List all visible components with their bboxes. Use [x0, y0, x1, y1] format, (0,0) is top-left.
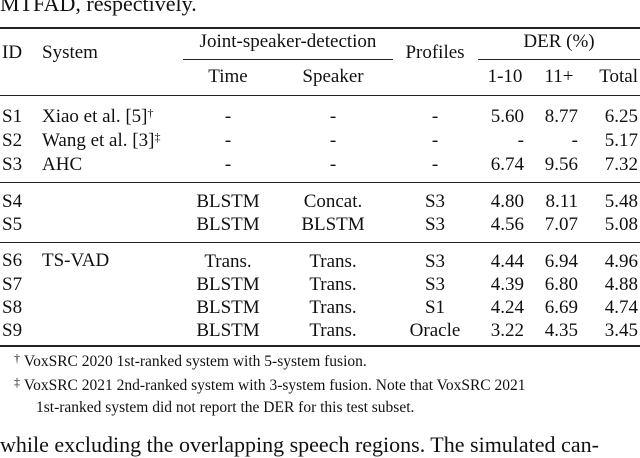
row-id: S9 — [2, 320, 23, 341]
row-time: BLSTM — [196, 297, 260, 318]
row-profiles: - — [431, 130, 439, 151]
caption-tail: MTFAD, respectively. — [0, 0, 197, 16]
footnote-continuation: 1st-ranked system did not report the DER… — [36, 399, 415, 416]
row-id: S8 — [2, 297, 23, 318]
row-der-11plus: 6.80 — [544, 274, 578, 295]
double-dagger-mark: ‡ — [154, 130, 161, 144]
row-id: S4 — [2, 191, 23, 212]
row-id: S2 — [2, 130, 23, 151]
row-der-1-10: 4.24 — [490, 297, 524, 318]
header-speaker: Speaker — [302, 66, 364, 87]
row-der-1-10: 6.74 — [490, 154, 524, 175]
row-speaker: Trans. — [309, 297, 357, 318]
row-der-11plus: 8.77 — [544, 106, 578, 127]
row-der-1-10: 5.60 — [490, 106, 524, 127]
header-profiles: Profiles — [405, 42, 465, 63]
row-profiles: S1 — [424, 297, 446, 318]
body-text-tail: while excluding the overlapping speech r… — [0, 432, 599, 457]
top-rule — [0, 27, 640, 29]
row-der-1-10: 3.22 — [490, 320, 524, 341]
row-system: Xiao et al. [5]† — [42, 106, 154, 127]
row-id: S6 — [2, 250, 23, 271]
row-system: AHC — [42, 154, 83, 175]
row-speaker: Trans. — [309, 320, 357, 341]
row-time: BLSTM — [196, 274, 260, 295]
row-speaker: - — [329, 130, 337, 151]
group1-rule — [0, 182, 640, 183]
row-speaker: Trans. — [309, 274, 357, 295]
row-der-1-10: 4.44 — [490, 251, 524, 272]
header-id: ID — [2, 42, 23, 63]
row-total: 7.32 — [604, 154, 638, 175]
footnote: † VoxSRC 2020 1st-ranked system with 5-s… — [14, 351, 367, 370]
row-der-1-10: 4.56 — [490, 214, 524, 235]
row-der-1-10: 4.80 — [490, 191, 524, 212]
row-time: - — [224, 106, 232, 127]
row-profiles: S3 — [424, 214, 446, 235]
header-system: System — [42, 42, 98, 63]
row-speaker: Concat. — [303, 191, 363, 212]
row-time: Trans. — [204, 251, 252, 272]
row-der-11plus: 6.94 — [544, 251, 578, 272]
row-total: 5.17 — [604, 130, 638, 151]
row-id: S5 — [2, 214, 23, 235]
header-joint: Joint-speaker-detection — [199, 31, 377, 52]
row-total: 4.96 — [604, 251, 638, 272]
row-time: BLSTM — [196, 191, 260, 212]
row-time: - — [224, 154, 232, 175]
row-der-1-10: - — [517, 130, 524, 151]
row-id: S7 — [2, 274, 23, 295]
header-der-1-10: 1-10 — [487, 66, 523, 87]
row-profiles: - — [431, 106, 439, 127]
row-total: 5.08 — [604, 214, 638, 235]
row-profiles: S3 — [424, 251, 446, 272]
row-profiles: S3 — [424, 274, 446, 295]
bottom-rule — [0, 345, 640, 347]
row-total: 5.48 — [604, 191, 638, 212]
joint-underline — [183, 59, 393, 60]
header-der: DER (%) — [523, 31, 595, 52]
dagger-mark: † — [147, 106, 154, 120]
row-speaker: - — [329, 106, 337, 127]
row-speaker: - — [329, 154, 337, 175]
der-underline — [478, 59, 640, 60]
dagger-mark: † — [14, 351, 20, 365]
double-dagger-mark: ‡ — [14, 375, 20, 389]
row-system: TS-VAD — [42, 250, 110, 271]
row-system: Wang et al. [3]‡ — [42, 130, 161, 151]
row-der-11plus: 6.69 — [544, 297, 578, 318]
row-der-11plus: - — [571, 130, 578, 151]
header-total: Total — [599, 66, 638, 87]
row-time: BLSTM — [196, 214, 260, 235]
row-profiles: Oracle — [409, 320, 461, 341]
row-total: 3.45 — [604, 320, 638, 341]
row-id: S3 — [2, 154, 23, 175]
row-der-11plus: 9.56 — [544, 154, 578, 175]
group2-rule — [0, 242, 640, 243]
header-time: Time — [208, 66, 248, 87]
row-speaker: Trans. — [309, 251, 357, 272]
row-der-11plus: 8.11 — [545, 191, 578, 212]
row-profiles: - — [431, 154, 439, 175]
header-der-11plus: 11+ — [544, 66, 574, 87]
row-der-11plus: 7.07 — [544, 214, 578, 235]
footnote: ‡ VoxSRC 2021 2nd-ranked system with 3-s… — [14, 375, 526, 394]
row-total: 4.88 — [604, 274, 638, 295]
row-total: 4.74 — [604, 297, 638, 318]
row-total: 6.25 — [604, 106, 638, 127]
row-der-11plus: 4.35 — [544, 320, 578, 341]
row-id: S1 — [2, 106, 23, 127]
row-time: BLSTM — [196, 320, 260, 341]
row-time: - — [224, 130, 232, 151]
header-rule — [0, 95, 640, 96]
row-profiles: S3 — [424, 191, 446, 212]
row-speaker: BLSTM — [301, 214, 365, 235]
row-der-1-10: 4.39 — [490, 274, 524, 295]
